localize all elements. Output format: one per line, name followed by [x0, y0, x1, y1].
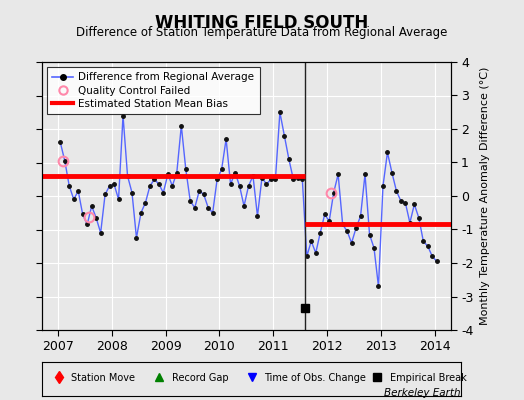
Legend: Difference from Regional Average, Quality Control Failed, Estimated Station Mean: Difference from Regional Average, Qualit…	[47, 67, 259, 114]
Text: Difference of Station Temperature Data from Regional Average: Difference of Station Temperature Data f…	[77, 26, 447, 39]
Y-axis label: Monthly Temperature Anomaly Difference (°C): Monthly Temperature Anomaly Difference (…	[481, 67, 490, 325]
Text: Time of Obs. Change: Time of Obs. Change	[264, 373, 366, 383]
Text: Station Move: Station Move	[71, 373, 135, 383]
Text: Empirical Break: Empirical Break	[390, 373, 466, 383]
Text: Record Gap: Record Gap	[172, 373, 228, 383]
Text: Berkeley Earth: Berkeley Earth	[385, 388, 461, 398]
Text: WHITING FIELD SOUTH: WHITING FIELD SOUTH	[156, 14, 368, 32]
